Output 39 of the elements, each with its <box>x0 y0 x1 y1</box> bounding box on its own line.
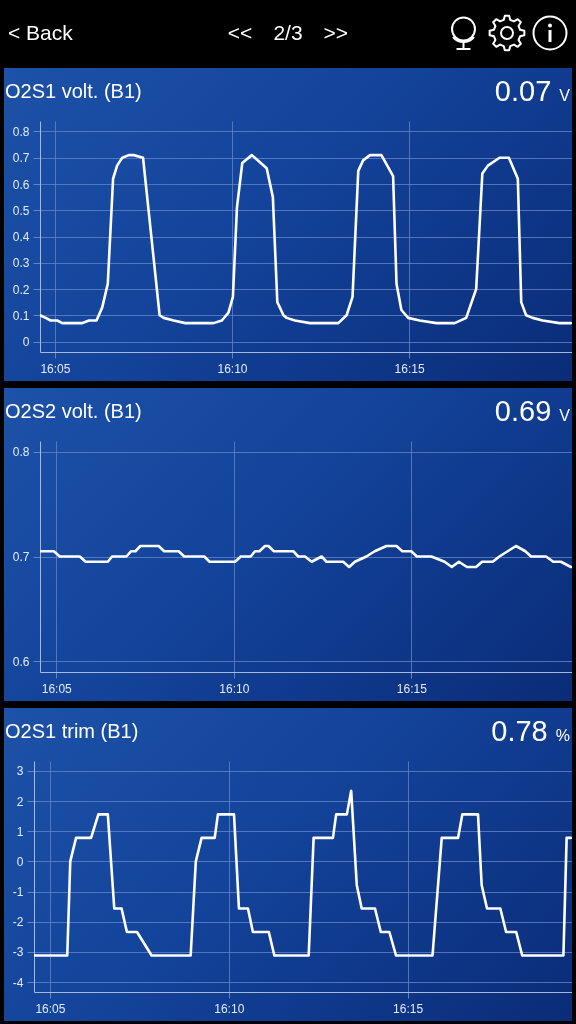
x-tick-label: 16:15 <box>396 681 428 696</box>
text: < Back <box>8 20 73 46</box>
y-tick-label: 3 <box>16 764 24 779</box>
y-tick-label: 0.8 <box>12 445 30 459</box>
text: 0.69 V <box>494 395 570 427</box>
y-tick-label: 0.3 <box>12 256 30 271</box>
x-tick-label: 16:05 <box>41 681 73 696</box>
chart-title: O2S1 volt. (B1) <box>5 79 142 103</box>
y-tick-label: -2 <box>12 915 24 930</box>
x-tick-label: 16:15 <box>394 361 425 376</box>
y-tick-label: -4 <box>12 975 24 990</box>
x-tick-label: 16:10 <box>219 681 250 696</box>
text: 0.78 % <box>491 715 570 747</box>
y-tick-label: 0 <box>22 335 30 349</box>
text: 2/3 <box>273 20 303 46</box>
x-tick-label: 16:05 <box>40 361 71 376</box>
y-tick-label: 0.6 <box>12 177 30 192</box>
chart-title: O2S1 trim (B1) <box>5 719 139 743</box>
y-tick-label: 0.6 <box>12 655 30 669</box>
y-tick-label: 0.7 <box>12 550 30 564</box>
x-tick-label: 16:10 <box>214 1001 245 1016</box>
y-tick-label: 0 <box>16 854 24 869</box>
y-tick-label: 2 <box>16 794 24 809</box>
y-tick-label: 1 <box>16 824 24 839</box>
x-tick-label: 16:10 <box>217 361 248 376</box>
x-tick-label: 16:05 <box>35 1001 66 1016</box>
chart-title: O2S2 volt. (B1) <box>5 399 142 423</box>
y-tick-label: -3 <box>12 945 24 960</box>
text: >> <box>323 20 349 46</box>
text: << <box>227 20 253 46</box>
y-tick-label: 0.7 <box>12 151 30 166</box>
y-tick-label: -1 <box>12 885 24 900</box>
y-tick-label: 0.2 <box>12 282 30 297</box>
y-tick-label: 0.5 <box>12 203 30 218</box>
y-tick-label: 0.1 <box>12 308 30 323</box>
y-tick-label: 0.8 <box>12 125 30 139</box>
text: 0.07 V <box>494 75 570 107</box>
x-tick-label: 16:15 <box>393 1001 424 1016</box>
y-tick-label: 0.4 <box>12 230 30 244</box>
